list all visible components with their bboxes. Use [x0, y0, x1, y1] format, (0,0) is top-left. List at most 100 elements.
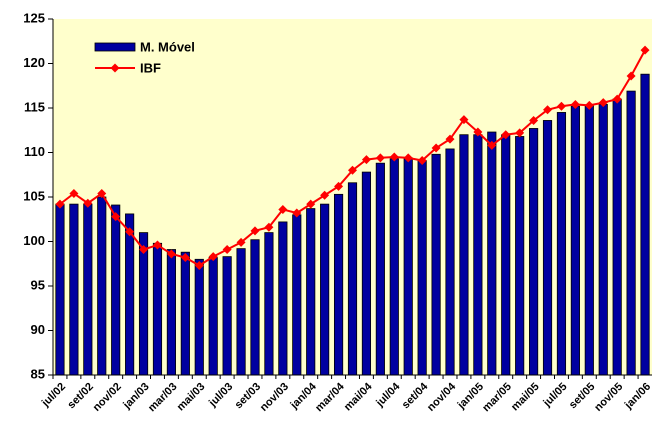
x-tick-label: mar/04	[313, 380, 347, 414]
bar	[152, 242, 163, 376]
marker	[166, 249, 176, 259]
marker	[152, 240, 162, 250]
bar	[361, 171, 372, 376]
y-tick-label: 125	[23, 10, 45, 25]
marker	[292, 208, 302, 218]
legend-marker	[110, 63, 120, 73]
bar	[459, 134, 469, 376]
bar	[320, 203, 330, 376]
marker	[111, 212, 121, 222]
marker	[320, 190, 330, 200]
bar	[473, 134, 483, 376]
marker	[543, 105, 553, 115]
marker	[389, 152, 399, 162]
legend-label: IBF	[140, 60, 161, 75]
x-tick-label: mai/03	[175, 381, 208, 414]
marker	[584, 100, 594, 110]
y-tick-label: 95	[31, 277, 45, 292]
x-tick-label: jul/02	[39, 381, 68, 410]
bar	[278, 221, 288, 376]
bar	[194, 258, 204, 376]
bar	[389, 158, 399, 376]
bar	[111, 204, 121, 376]
marker	[556, 101, 566, 111]
marker	[306, 199, 316, 209]
marker	[208, 252, 218, 262]
y-tick-label: 90	[31, 322, 45, 337]
bar	[306, 208, 316, 376]
x-tick-label: jul/05	[541, 381, 570, 410]
bar	[556, 112, 567, 376]
marker	[570, 99, 580, 109]
marker	[180, 253, 190, 263]
marker	[69, 188, 79, 198]
x-tick-label: mai/05	[509, 381, 542, 414]
marker	[459, 115, 469, 125]
y-tick-label: 105	[23, 188, 45, 203]
bar	[292, 214, 302, 376]
bar	[222, 256, 232, 376]
marker	[222, 245, 232, 255]
marker	[348, 165, 357, 175]
x-tick-label: mar/05	[480, 381, 514, 415]
marker	[598, 98, 608, 108]
marker	[236, 237, 246, 247]
marker	[417, 156, 427, 166]
bar	[501, 134, 511, 376]
marker	[403, 153, 413, 163]
bar	[542, 120, 553, 376]
bar	[347, 182, 358, 376]
marker	[55, 199, 65, 209]
bar	[598, 104, 608, 376]
bar	[417, 160, 427, 376]
x-tick-label: jan/06	[622, 381, 653, 412]
bar	[431, 153, 441, 376]
bar	[612, 98, 622, 376]
bar	[180, 251, 190, 376]
bar	[208, 257, 218, 376]
marker	[375, 153, 385, 163]
x-tick-label: nov/03	[258, 381, 291, 414]
legend-swatch	[94, 42, 136, 52]
marker	[515, 128, 525, 138]
x-tick-label: jul/03	[206, 381, 235, 410]
marker	[361, 155, 371, 165]
x-tick-label: nov/02	[91, 381, 124, 414]
marker	[431, 143, 441, 153]
x-tick-label: jul/04	[373, 380, 403, 410]
y-tick-label: 115	[24, 99, 45, 114]
y-tick-label: 110	[24, 144, 45, 159]
bar	[515, 136, 525, 376]
marker	[334, 181, 344, 191]
bar	[584, 104, 594, 376]
marker	[445, 134, 455, 144]
bar	[264, 232, 274, 376]
marker	[501, 130, 511, 140]
bar	[166, 249, 176, 376]
marker	[612, 94, 622, 104]
bar	[640, 73, 650, 376]
bar	[97, 196, 107, 376]
y-tick-label: 100	[23, 233, 45, 248]
bar	[487, 131, 497, 376]
marker	[250, 226, 260, 236]
bar	[570, 105, 580, 376]
bar	[529, 128, 539, 376]
bar	[333, 193, 344, 376]
marker	[125, 227, 135, 237]
bar	[55, 203, 65, 376]
marker	[194, 261, 204, 271]
x-tick-label: nov/04	[425, 380, 459, 414]
marker	[83, 198, 93, 208]
bar	[403, 157, 413, 376]
bar	[375, 162, 385, 376]
x-tick-label: mai/04	[342, 380, 375, 413]
marker	[626, 71, 636, 81]
y-tick-label: 120	[23, 55, 45, 70]
bar	[69, 203, 79, 376]
y-tick-label: 85	[31, 366, 45, 381]
bar	[125, 213, 135, 376]
bar	[250, 239, 260, 376]
marker	[139, 245, 149, 255]
